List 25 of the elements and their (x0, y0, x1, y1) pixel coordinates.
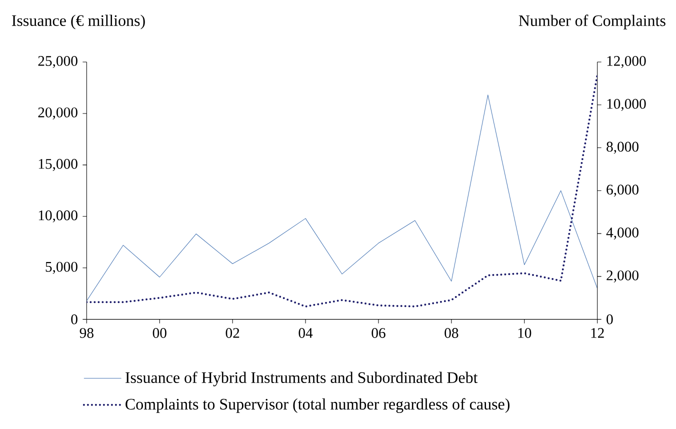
y2-tick-label: 8,000 (606, 142, 638, 154)
x-tick-label: 12 (591, 328, 604, 338)
x-tick-label: 10 (518, 328, 532, 338)
x-tick-label: 04 (298, 328, 313, 338)
y2-tick-label: 2,000 (606, 270, 638, 283)
y-tick-label: 0 (71, 314, 78, 324)
y-axis-title: Issuance (€ millions) (12, 14, 145, 30)
legend-label: Complaints to Supervisor (total number regardless of cause) (126, 398, 510, 414)
y-tick-label: 15,000 (38, 159, 78, 172)
y2-tick-label: 4,000 (606, 228, 638, 240)
x-tick-label: 06 (372, 328, 386, 338)
x-tick-label: 00 (152, 328, 166, 338)
y-tick-label: 20,000 (38, 108, 78, 120)
y-tick-label: 5,000 (46, 262, 78, 274)
x-tick-label: 08 (444, 328, 458, 338)
x-tick-label: 02 (226, 328, 240, 338)
y-tick-label: 10,000 (38, 210, 78, 223)
y2-tick-label: 12,000 (607, 56, 646, 68)
y2-tick-label: 6,000 (606, 184, 638, 197)
y2-axis-title: Number of Complaints (518, 14, 666, 30)
x-tick-label: 98 (80, 328, 94, 338)
y2-tick-label: 10,000 (607, 99, 646, 112)
legend-label: Issuance of Hybrid Instruments and Subordinated Debt (126, 372, 478, 386)
y2-tick-label: 0 (606, 314, 613, 324)
y-tick-label: 25,000 (38, 56, 78, 68)
